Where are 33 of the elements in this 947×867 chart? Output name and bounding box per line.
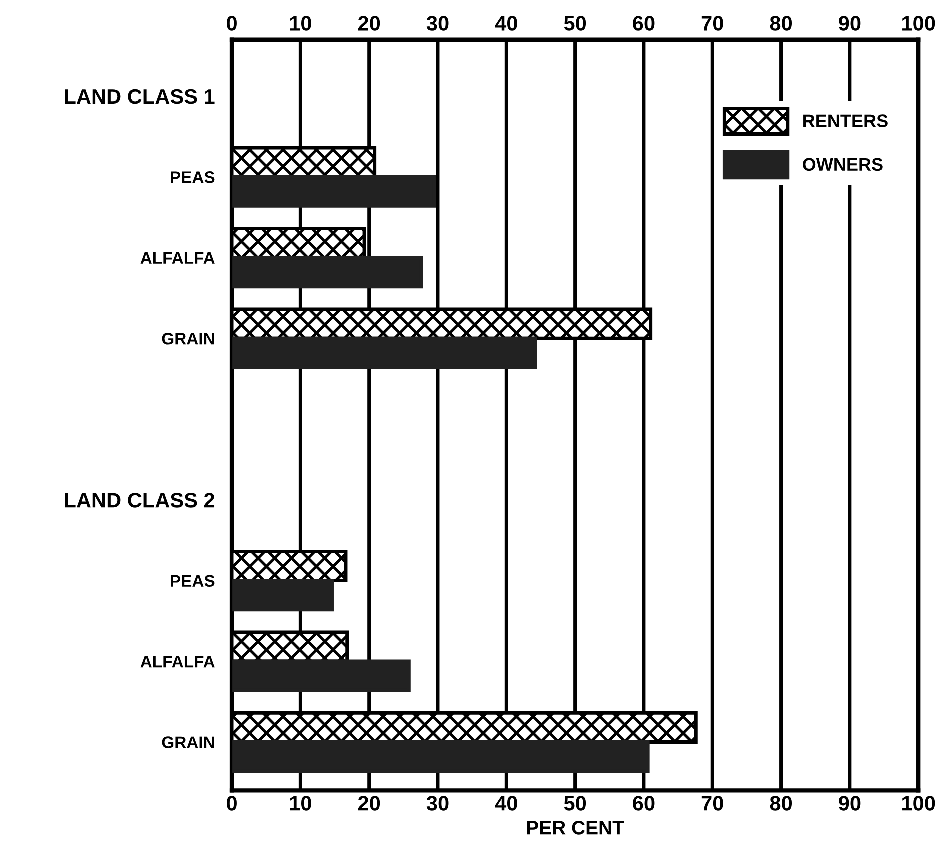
x2-tick-label: 60 (633, 16, 655, 31)
x2-tick-label: 100 (902, 16, 936, 31)
x2-tick-label: 20 (358, 16, 380, 31)
x2-tick-label: 80 (770, 16, 792, 31)
y-tick-label: LAND CLASS 1 (65, 89, 215, 104)
x2-tick-label: 10 (290, 16, 312, 31)
y-tick-label: ALFALFA (140, 252, 215, 264)
y-tick-label: LAND CLASS 2 (65, 493, 215, 508)
x-tick-label: 50 (564, 796, 586, 811)
x2-tick-label: 30 (426, 16, 449, 31)
y-tick-label: PEAS (171, 575, 215, 587)
x-tick-label: 100 (902, 796, 936, 811)
x2-tick-label: 90 (839, 16, 861, 31)
x-tick-label: 20 (358, 796, 380, 811)
x-tick-label: 90 (839, 796, 861, 811)
x-tick-label: 40 (495, 796, 518, 811)
x2-tick-label: 0 (227, 16, 237, 31)
x-tick-label: 10 (290, 796, 312, 811)
x-tick-label: 0 (227, 796, 237, 811)
x-axis-title: PER CENT (527, 821, 624, 835)
x-tick-label: 70 (702, 796, 724, 811)
x-tick-label: 30 (426, 796, 449, 811)
x-tick-label: 80 (770, 796, 792, 811)
y-tick-label: GRAIN (162, 332, 214, 345)
legend-label: OWNERS (803, 158, 883, 172)
x2-tick-label: 40 (495, 16, 518, 31)
x2-tick-label: 50 (564, 16, 586, 31)
y-tick-label: GRAIN (162, 736, 214, 748)
x2-tick-label: 70 (702, 16, 724, 31)
x-tick-label: 60 (633, 796, 655, 811)
y-tick-label: ALFALFA (140, 656, 215, 668)
legend-label: RENTERS (804, 114, 888, 128)
y-tick-label: PEAS (171, 172, 215, 184)
